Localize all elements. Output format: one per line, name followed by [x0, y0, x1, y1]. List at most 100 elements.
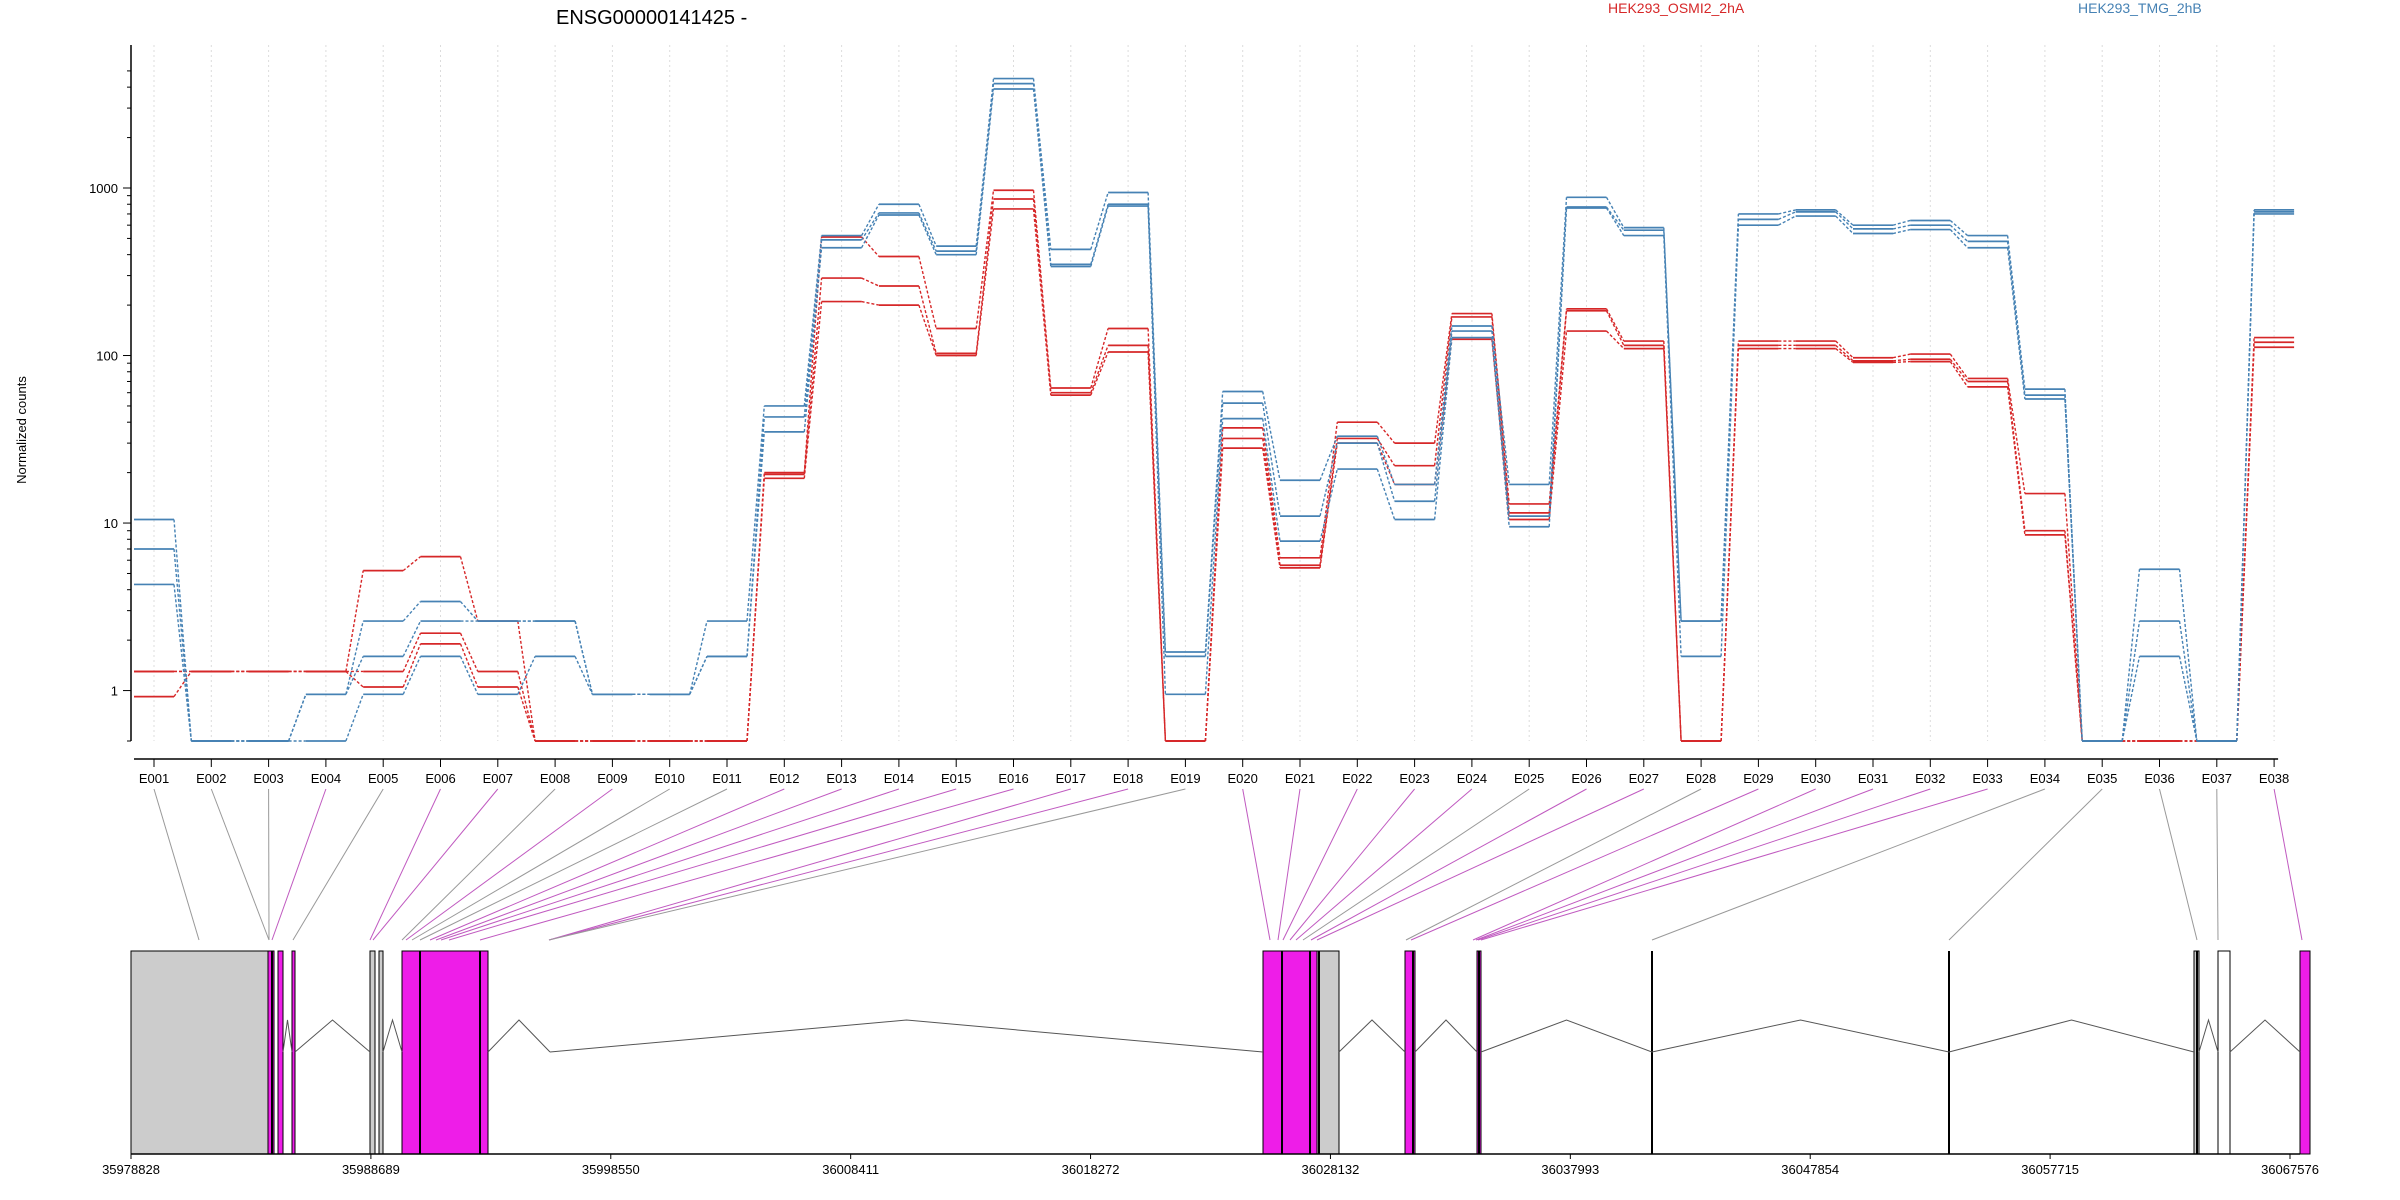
series-connector — [1376, 421, 1396, 444]
exon-label: E003 — [253, 771, 283, 786]
series-connector — [861, 212, 880, 241]
exon-link — [1302, 788, 1530, 941]
exon-block — [401, 950, 489, 1155]
series-connector — [1949, 224, 1969, 242]
series-connector — [1376, 468, 1396, 520]
exon-block — [1316, 950, 1340, 1155]
series-connector — [2006, 381, 2026, 531]
series-connector — [860, 203, 880, 236]
exon-link — [210, 788, 270, 941]
series-connector — [1433, 337, 1453, 520]
coordinate-label: 35988689 — [342, 1162, 400, 1177]
exon-label: E011 — [712, 771, 741, 786]
coordinate-label: 36067576 — [2261, 1162, 2319, 1177]
series-connector — [1892, 353, 1911, 359]
exon-label: E034 — [2030, 771, 2060, 786]
series-connector — [1778, 209, 1796, 215]
coordinate-label: 36047854 — [1781, 1162, 1839, 1177]
series-2 — [134, 198, 2295, 742]
exon-label: E018 — [1113, 771, 1143, 786]
series-connector — [402, 643, 422, 688]
series-connector — [1663, 227, 1682, 622]
exon-link — [1410, 788, 1759, 941]
series-connector — [975, 198, 995, 354]
series-connector — [803, 247, 823, 432]
series-connector — [918, 212, 937, 252]
series-connector — [1433, 316, 1453, 466]
exon-link — [1242, 788, 1271, 941]
exon-block — [291, 950, 296, 1155]
exon-link — [2273, 788, 2303, 941]
series-connector — [1605, 310, 1625, 346]
gene-model-track — [130, 950, 2311, 1155]
series-connector — [2178, 656, 2198, 742]
series-connector — [1548, 330, 1568, 520]
exon-label: E016 — [998, 771, 1028, 786]
exon-label: E035 — [2087, 771, 2117, 786]
series-connector — [1032, 190, 1052, 389]
series-connector — [345, 694, 364, 742]
series-connector — [746, 416, 765, 657]
coordinate-label: 35998550 — [582, 1162, 640, 1177]
vertical-grid — [153, 45, 2275, 741]
series-connector — [1433, 330, 1453, 502]
series-connector — [1949, 229, 1969, 249]
exon-link — [1289, 788, 1415, 941]
exon-link — [448, 788, 957, 941]
series-connector — [287, 694, 307, 742]
y-axis: 1 10 100 1000 — [89, 45, 132, 742]
y-tick-label: 1 — [111, 684, 118, 699]
series-5 — [134, 82, 2295, 742]
exon-link — [479, 788, 1014, 941]
exon-label: E030 — [1801, 771, 1831, 786]
series-connector — [1262, 391, 1281, 481]
y-tick-label: 1000 — [89, 181, 118, 196]
legend-item-osmi2: HEK293_OSMI2_2hA — [1608, 0, 1745, 16]
series-connector — [345, 620, 364, 695]
series-connector — [459, 556, 479, 622]
series-connector — [1606, 330, 1625, 350]
exon-label: E036 — [2144, 771, 2174, 786]
series-connector — [1147, 328, 1167, 742]
series-connector — [1720, 341, 1740, 742]
series-connector — [975, 190, 995, 329]
exon-label: E012 — [769, 771, 799, 786]
exon-label: E037 — [2202, 771, 2232, 786]
series-connector — [689, 620, 708, 695]
series-connector — [1090, 351, 1109, 396]
series-connector — [803, 301, 823, 479]
series-connector — [2178, 569, 2198, 742]
coordinate-label: 36018272 — [1062, 1162, 1120, 1177]
exon-label: E005 — [368, 771, 398, 786]
series-connector — [1204, 391, 1224, 653]
series-connector — [1491, 337, 1510, 527]
x-axis: E001 E002 E003 E004 E005 E006 E007 E008 E009 E010… — [134, 758, 2289, 786]
series-connector — [402, 656, 422, 695]
coordinate-label: 36008411 — [822, 1162, 879, 1177]
series-connector — [517, 671, 536, 742]
series-connector — [1720, 225, 1740, 657]
y-tick-label: 10 — [104, 516, 118, 531]
series-connector — [2236, 342, 2255, 742]
exon-link — [440, 788, 900, 941]
exon-label: E021 — [1285, 771, 1315, 786]
series-connector — [1032, 208, 1052, 396]
exon-link — [411, 788, 670, 941]
series-connector — [345, 670, 364, 688]
exon-link — [292, 788, 384, 941]
series-connector — [746, 405, 765, 622]
series-connector — [2064, 395, 2083, 742]
series-connector — [402, 556, 421, 572]
series-connector — [1835, 340, 1854, 359]
exon-label: E010 — [655, 771, 685, 786]
series-connector — [1090, 204, 1109, 265]
exon-link — [1948, 788, 2103, 941]
series-connector — [1835, 211, 1854, 230]
series-connector — [1949, 219, 1969, 237]
series-connector — [402, 620, 422, 657]
intron-line — [549, 1019, 1264, 1053]
y-axis-label: Normalized counts — [14, 376, 29, 484]
series-connector — [402, 601, 422, 622]
intron-line — [382, 1018, 403, 1053]
exon-link — [548, 788, 1129, 941]
